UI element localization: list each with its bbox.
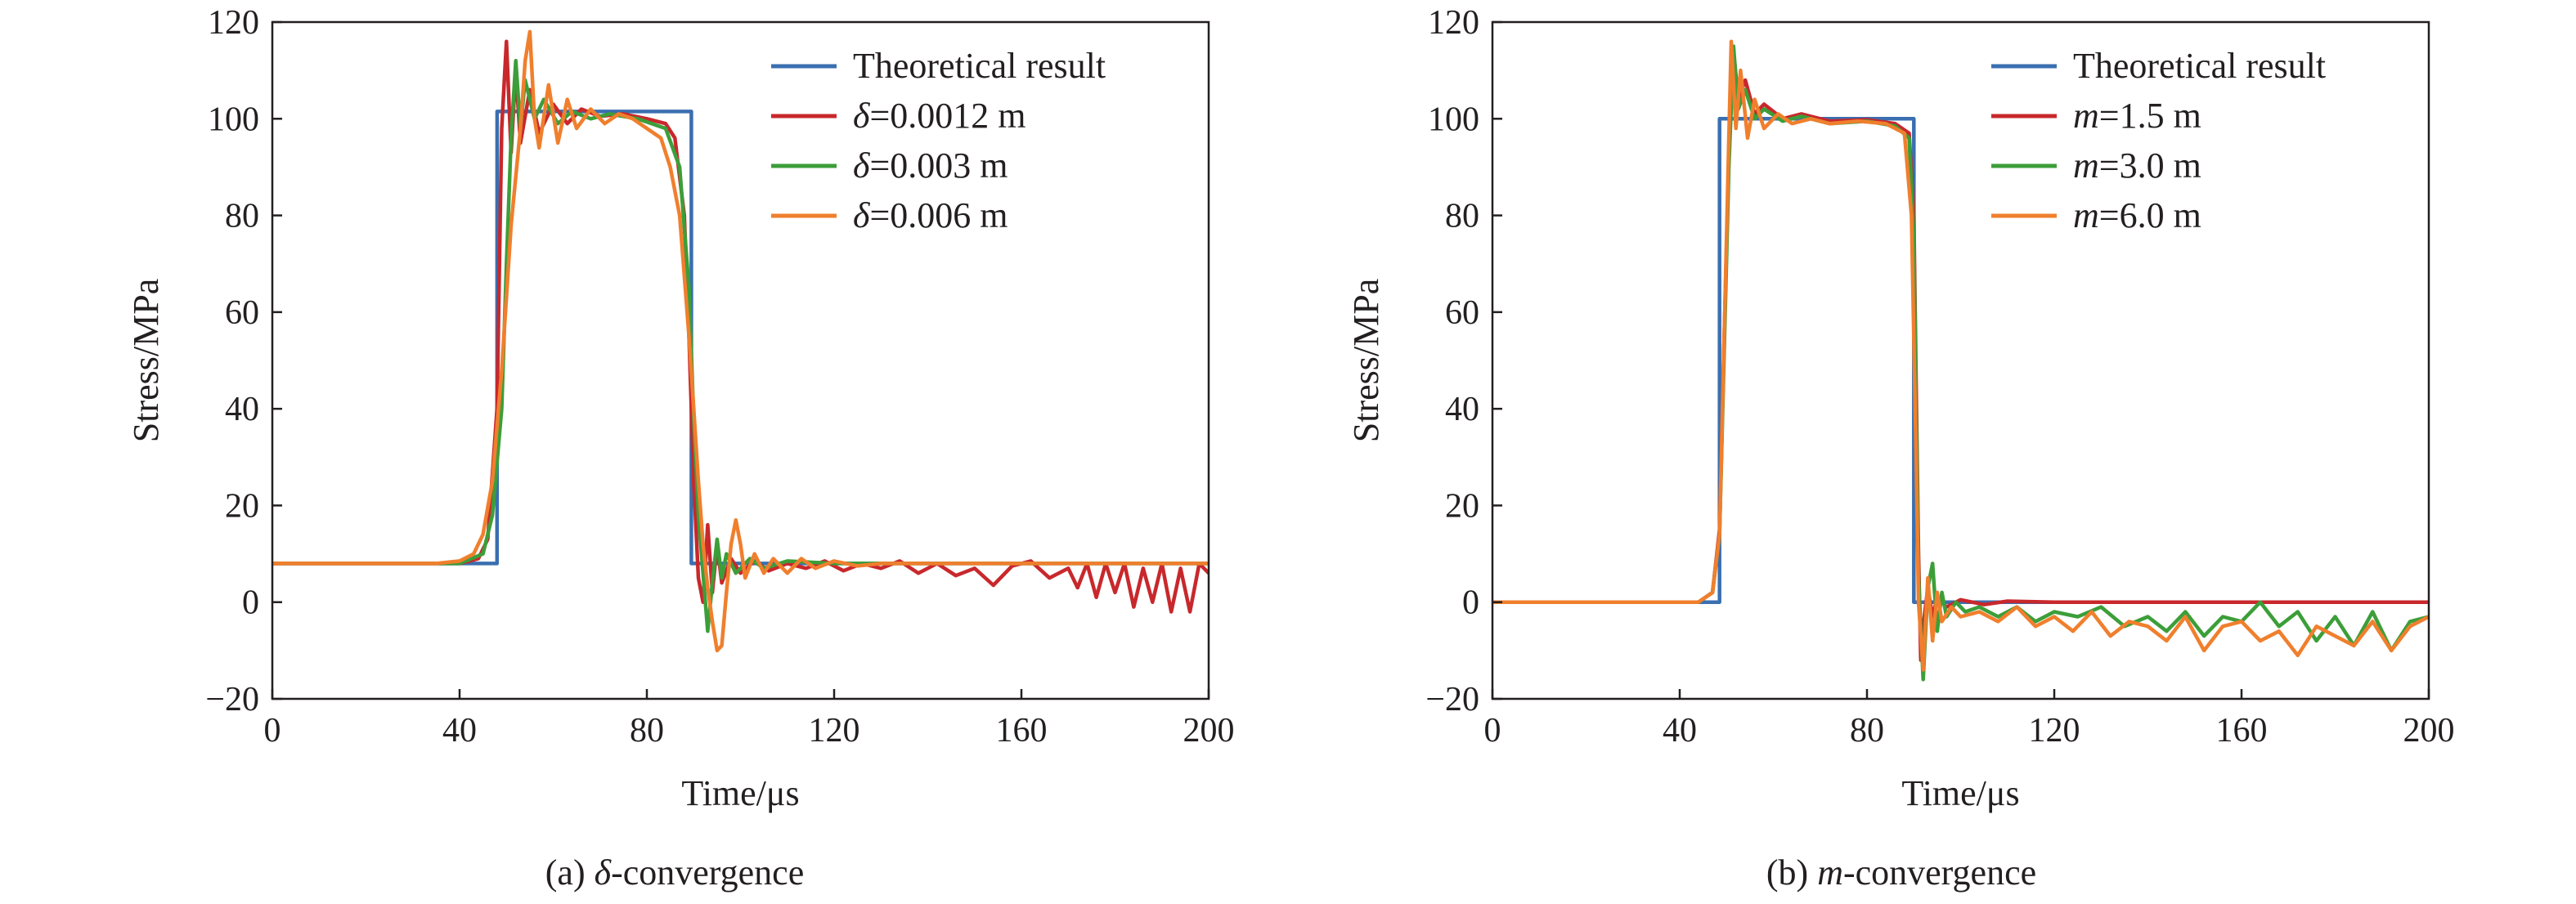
y-tick-label: −20	[1425, 681, 1479, 718]
legend-symbol: m	[2073, 145, 2099, 186]
legend-text: =3.0 m	[2099, 145, 2201, 186]
chart-panel-a: 0 40 80 120 160 200−20020406080100120Time/μsS…	[126, 4, 1235, 893]
series-lines	[1492, 39, 2429, 682]
y-tick-label: 120	[208, 4, 259, 42]
legend-label: m=6.0 m	[2073, 195, 2201, 235]
panel-caption: (a) δ-convergence	[545, 853, 804, 893]
series-lines	[272, 29, 1209, 653]
x-tick-label: 200	[2403, 712, 2455, 750]
legend-symbol: δ	[853, 96, 871, 136]
y-tick-label: 40	[225, 391, 259, 428]
series-line-3	[1492, 39, 2429, 672]
y-tick-label: 80	[1445, 198, 1479, 235]
series-line-0	[1492, 117, 2429, 604]
x-tick-label: 0	[264, 712, 281, 750]
legend-text: =0.0012 m	[869, 96, 1025, 136]
x-tick-label: 200	[1183, 712, 1235, 750]
legend-text: =6.0 m	[2099, 195, 2201, 235]
y-axis-label: Stress/MPa	[1346, 279, 1386, 442]
x-tick-label: 160	[2216, 712, 2268, 750]
x-tick-label: 80	[1850, 712, 1884, 750]
x-axis-label: Time/μs	[1901, 773, 2019, 813]
legend-label: m=1.5 m	[2073, 96, 2201, 136]
y-tick-label: 0	[1462, 584, 1479, 622]
legend-label: δ=0.003 m	[853, 145, 1008, 186]
legend-label: δ=0.006 m	[853, 195, 1008, 235]
legend-symbol: δ	[853, 195, 871, 235]
legend-text: =0.006 m	[869, 195, 1008, 235]
x-tick-label: 80	[630, 712, 664, 750]
y-tick-label: 100	[1428, 101, 1479, 138]
x-tick-label: 40	[1663, 712, 1697, 750]
legend-text: Theoretical result	[853, 46, 1106, 86]
legend-text: Theoretical result	[2073, 46, 2326, 86]
x-tick-label: 120	[2029, 712, 2080, 750]
plot-frame	[271, 20, 1210, 700]
legend-symbol: m	[2073, 96, 2099, 136]
y-tick-label: −20	[205, 681, 259, 718]
y-tick-label: 60	[1445, 294, 1479, 332]
legend-label: m=3.0 m	[2073, 145, 2201, 186]
x-tick-label: 0	[1484, 712, 1501, 750]
legend-label: δ=0.0012 m	[853, 96, 1026, 136]
y-tick-label: 40	[1445, 391, 1479, 428]
y-tick-label: 120	[1428, 4, 1479, 42]
panel-caption: (b) m-convergence	[1766, 853, 2036, 893]
chart-panel-b: 0 40 80 120 160 200−20020406080100120Time/μsS…	[1346, 4, 2455, 893]
y-axis-label: Stress/MPa	[126, 279, 166, 442]
y-tick-label: 60	[225, 294, 259, 332]
x-tick-label: 120	[809, 712, 860, 750]
legend-text: =0.003 m	[869, 145, 1008, 186]
y-tick-label: 0	[242, 584, 259, 622]
x-tick-label: 160	[996, 712, 1048, 750]
legend-symbol: δ	[853, 145, 871, 186]
x-tick-label: 40	[442, 712, 477, 750]
legend-label: Theoretical result	[853, 46, 1106, 86]
legend-symbol: m	[2073, 195, 2099, 235]
legend-label: Theoretical result	[2073, 46, 2326, 86]
legend-text: =1.5 m	[2099, 96, 2201, 136]
plot-frame	[1491, 20, 2430, 700]
x-axis-label: Time/μs	[681, 773, 799, 813]
series-line-3	[272, 29, 1209, 653]
series-line-0	[272, 110, 1209, 566]
y-tick-label: 100	[208, 101, 259, 138]
y-tick-label: 80	[225, 198, 259, 235]
y-tick-label: 20	[1445, 487, 1479, 525]
series-line-1	[1492, 49, 2429, 662]
series-line-2	[1492, 44, 2429, 682]
y-tick-label: 20	[225, 487, 259, 525]
series-line-1	[272, 39, 1209, 614]
